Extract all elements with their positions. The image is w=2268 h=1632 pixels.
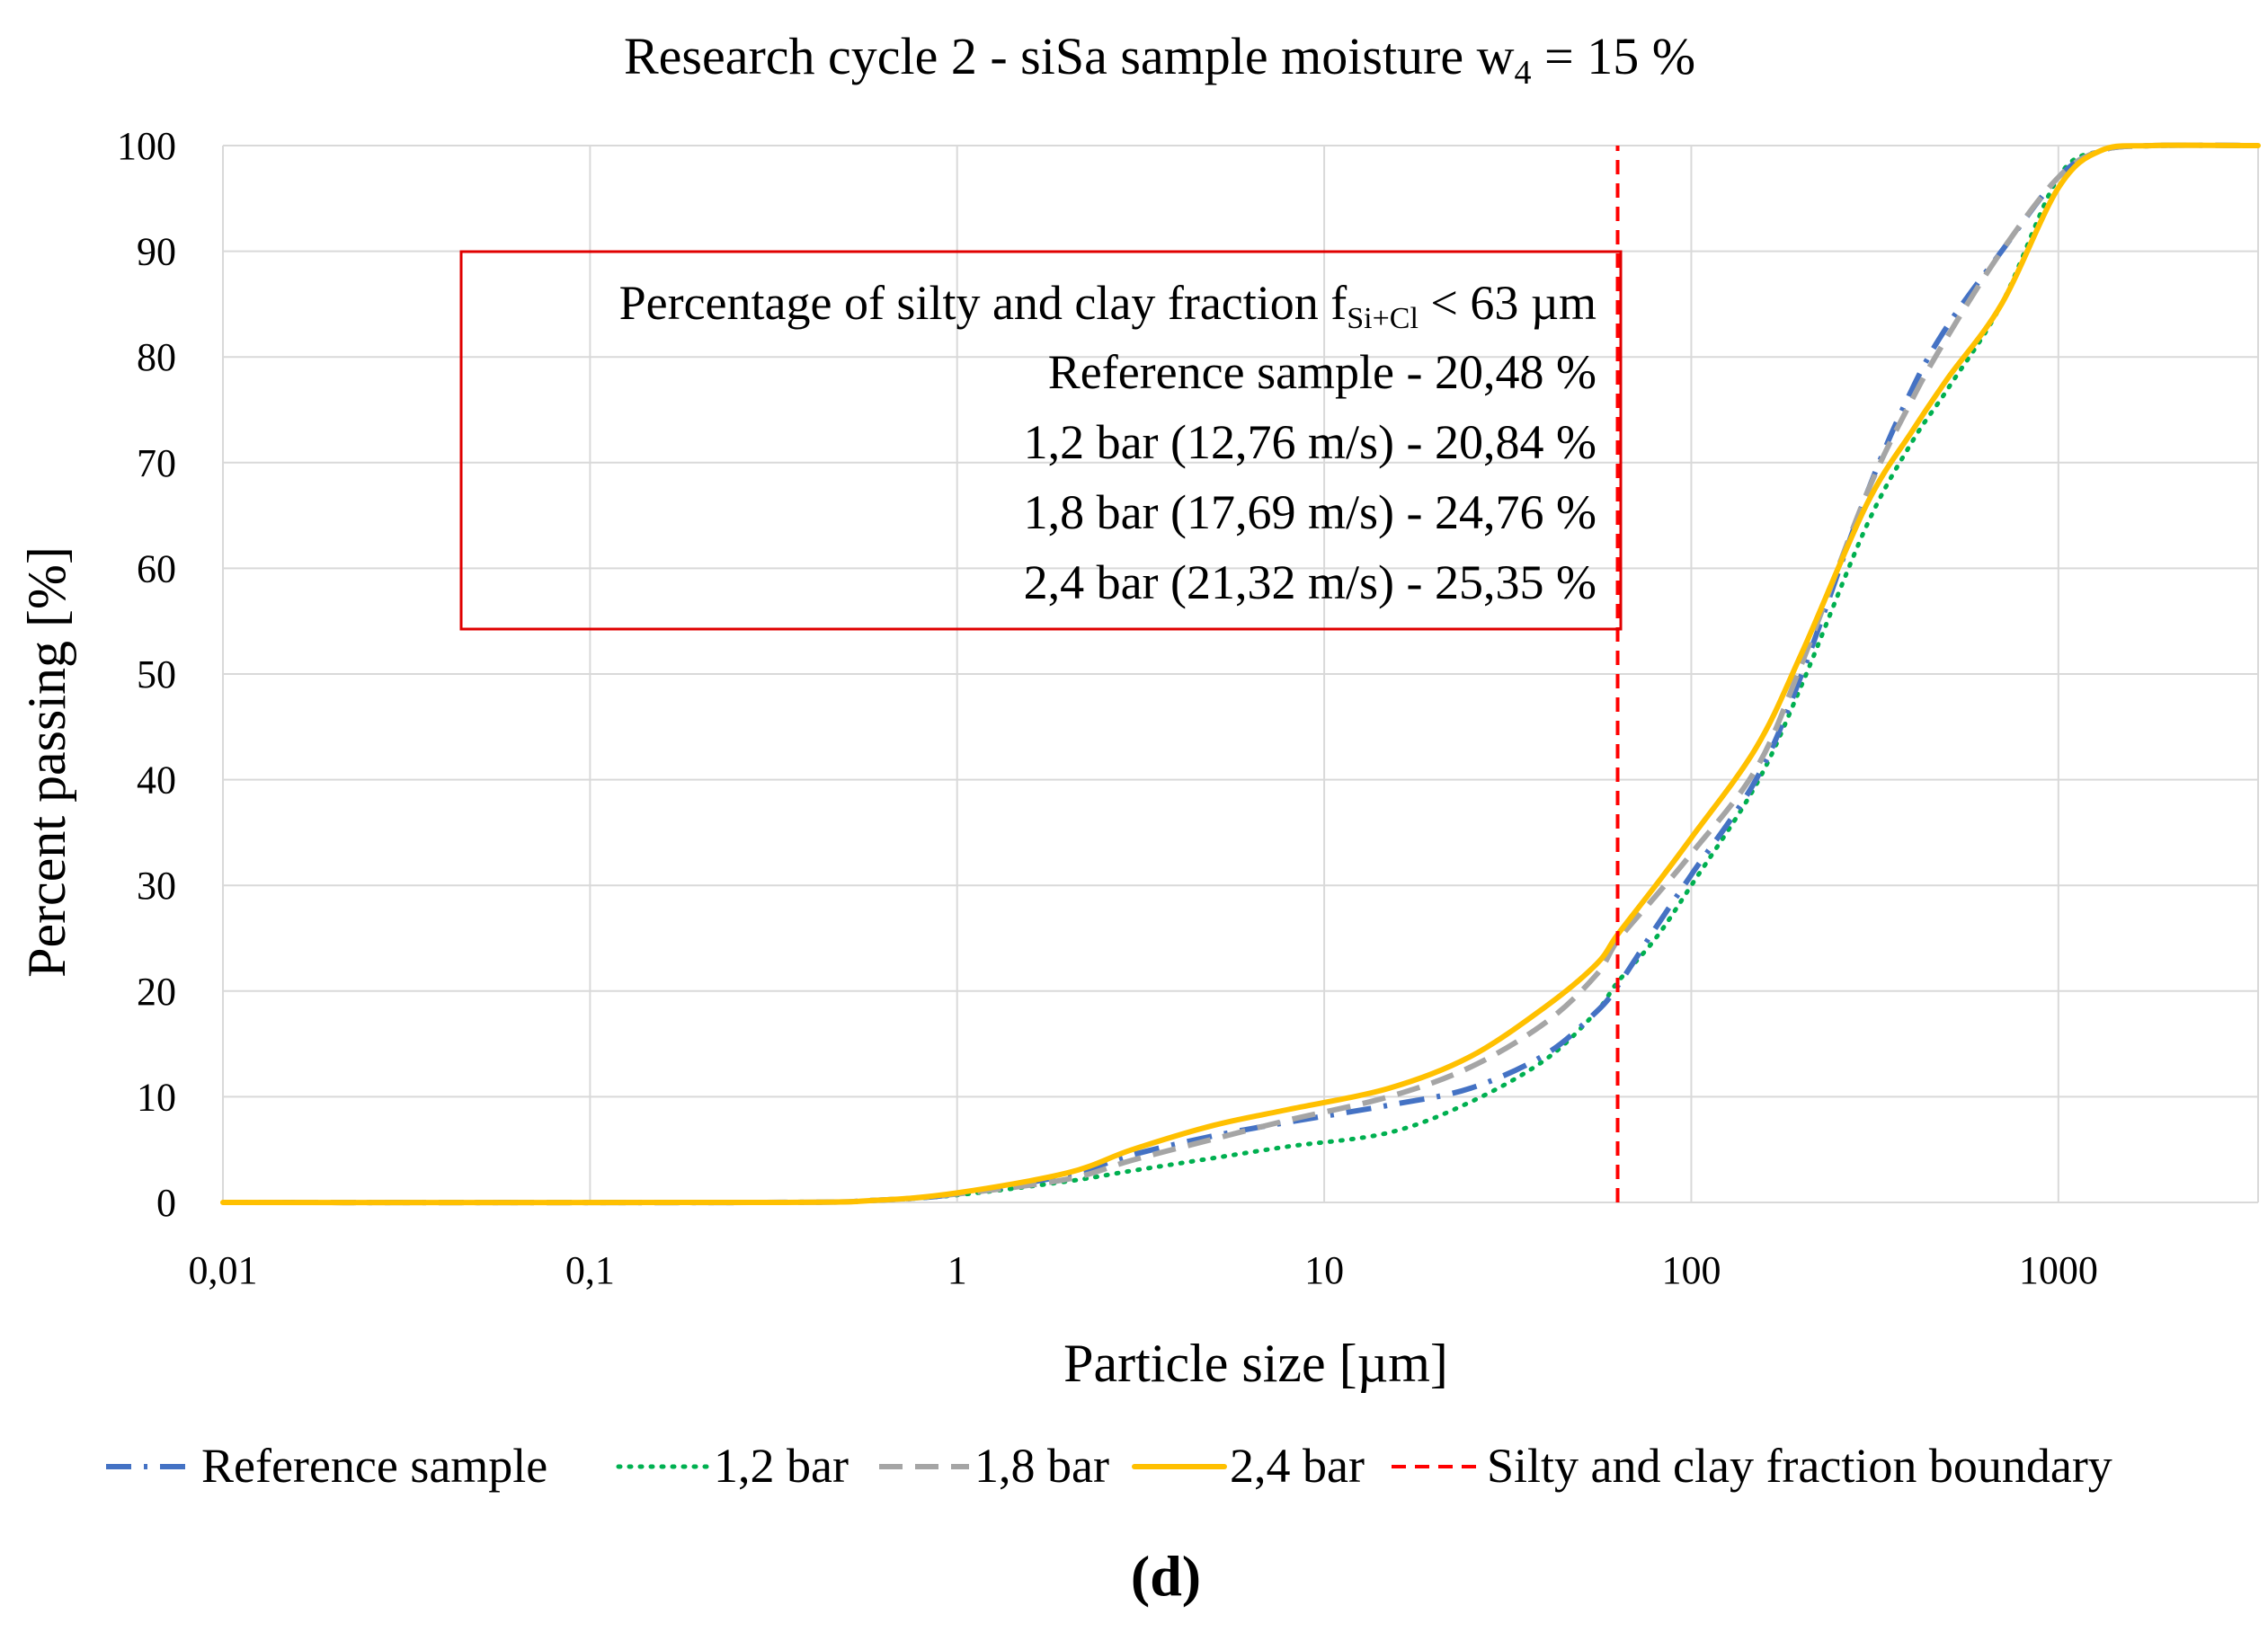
y-axis-ticks: 0 10 20 30 40 50 60 70 80 90 100 xyxy=(117,124,176,1225)
x-axis-label: Particle size [µm] xyxy=(1063,1334,1448,1393)
x-tick-label: 0,01 xyxy=(189,1248,258,1292)
x-axis-ticks: 0,01 0,1 1 10 100 1000 xyxy=(189,1248,2098,1292)
annotation-reference: Reference sample - 20,48 % xyxy=(1048,345,1596,399)
series-line-2-4-bar xyxy=(220,142,2261,1206)
y-tick-label: 0 xyxy=(156,1181,176,1225)
y-tick-label: 100 xyxy=(117,124,176,168)
y-tick-label: 60 xyxy=(137,546,176,590)
legend-label: 1,8 bar xyxy=(974,1439,1109,1493)
x-tick-label: 10 xyxy=(1304,1248,1344,1292)
x-tick-label: 1 xyxy=(947,1248,967,1292)
y-tick-label: 50 xyxy=(137,652,176,696)
y-axis-label: Percent passing [%] xyxy=(17,546,76,978)
legend: Reference sample 1,2 bar 1,8 bar 2,4 bar Sil… xyxy=(106,1439,2112,1493)
y-tick-label: 70 xyxy=(137,441,176,485)
series-line-1-8-bar xyxy=(222,142,2259,1206)
annotation-heading-main: Percentage of silty and clay fraction f xyxy=(619,276,1347,330)
y-tick-label: 80 xyxy=(137,335,176,379)
annotation-heading-tail: < 63 µm xyxy=(1419,276,1596,330)
y-tick-label: 20 xyxy=(137,970,176,1014)
y-tick-label: 40 xyxy=(137,758,176,803)
annotation-border xyxy=(459,250,1623,631)
x-tick-label: 100 xyxy=(1661,1248,1721,1292)
chart-title-main: Research cycle 2 - siSa sample moisture … xyxy=(624,27,1515,85)
legend-label: 2,4 bar xyxy=(1230,1439,1365,1493)
y-tick-label: 30 xyxy=(137,864,176,908)
annotation-1-2-bar: 1,2 bar (12,76 m/s) - 20,84 % xyxy=(1024,415,1596,469)
chart-title-tail: = 15 % xyxy=(1532,27,1696,85)
y-tick-label: 10 xyxy=(137,1075,176,1119)
legend-label: Silty and clay fraction boundary xyxy=(1487,1439,2112,1493)
annotation-1-8-bar: 1,8 bar (17,69 m/s) - 24,76 % xyxy=(1024,485,1596,539)
annotation-heading: Percentage of silty and clay fraction fS… xyxy=(619,276,1596,335)
annotation-box: Percentage of silty and clay fraction fS… xyxy=(459,250,1623,631)
chart-title: Research cycle 2 - siSa sample moisture … xyxy=(624,27,1695,92)
annotation-heading-subscript: Si+Cl xyxy=(1347,302,1419,335)
chart-title-subscript: 4 xyxy=(1515,54,1532,92)
data-series xyxy=(220,142,2261,1206)
annotation-2-4-bar: 2,4 bar (21,32 m/s) - 25,35 % xyxy=(1024,555,1596,609)
x-tick-label: 0,1 xyxy=(565,1248,615,1292)
panel-label: (d) xyxy=(1131,1544,1201,1608)
y-tick-label: 90 xyxy=(137,230,176,274)
grid-lines xyxy=(222,145,2259,1203)
x-tick-label: 1000 xyxy=(2019,1248,2098,1292)
legend-label: Reference sample xyxy=(201,1439,547,1493)
legend-label: 1,2 bar xyxy=(714,1439,849,1493)
